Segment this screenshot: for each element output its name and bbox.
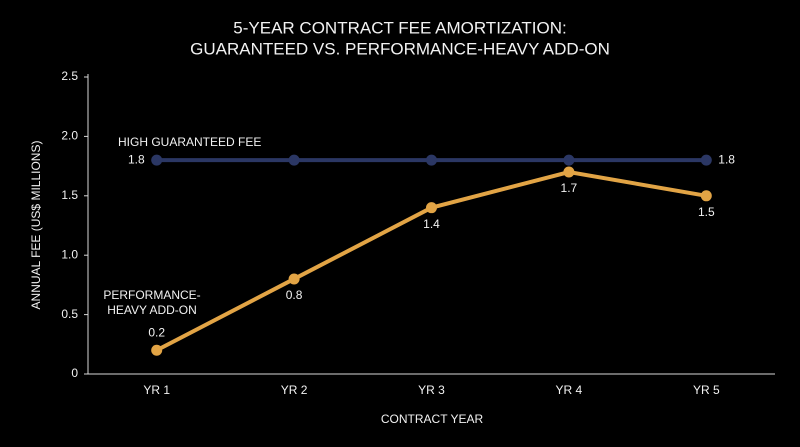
data-label: 1.8 [718, 152, 735, 166]
y-tick-label: 0.5 [61, 307, 78, 321]
chart-title: 5-YEAR CONTRACT FEE AMORTIZATION: [233, 18, 566, 37]
y-axis-label: ANNUAL FEE (US$ MILLIONS) [29, 141, 43, 310]
x-axis-label: CONTRACT YEAR [381, 412, 484, 426]
point [700, 154, 712, 166]
point [288, 154, 300, 166]
point [288, 273, 300, 285]
y-tick-label: 0 [71, 366, 78, 380]
series-label: HIGH GUARANTEED FEE [118, 135, 261, 149]
data-label: 1.5 [698, 205, 715, 219]
x-tick-label: YR 3 [418, 383, 445, 397]
y-tick-label: 2.0 [61, 129, 78, 143]
point [151, 344, 163, 356]
data-label: 1.7 [561, 181, 578, 195]
point [700, 190, 712, 202]
y-tick-label: 1.5 [61, 188, 78, 202]
data-label: 1.8 [128, 152, 145, 166]
x-tick-label: YR 4 [556, 383, 583, 397]
point [151, 154, 163, 166]
data-label: 0.8 [286, 288, 303, 302]
y-tick-label: 2.5 [61, 69, 78, 83]
point [426, 202, 437, 214]
point [426, 154, 437, 166]
series-label: PERFORMANCE-HEAVY ADD-ON [103, 288, 201, 317]
x-tick-label: YR 2 [281, 383, 308, 397]
chart-title: GUARANTEED VS. PERFORMANCE-HEAVY ADD-ON [190, 39, 610, 58]
x-tick-label: YR 5 [693, 383, 720, 397]
y-tick-label: 1.0 [61, 247, 78, 261]
point [563, 154, 575, 166]
series-line [155, 169, 707, 353]
data-label: 0.2 [148, 325, 165, 339]
x-tick-label: YR 1 [143, 383, 170, 397]
point [563, 166, 575, 178]
data-label: 1.4 [423, 217, 440, 231]
